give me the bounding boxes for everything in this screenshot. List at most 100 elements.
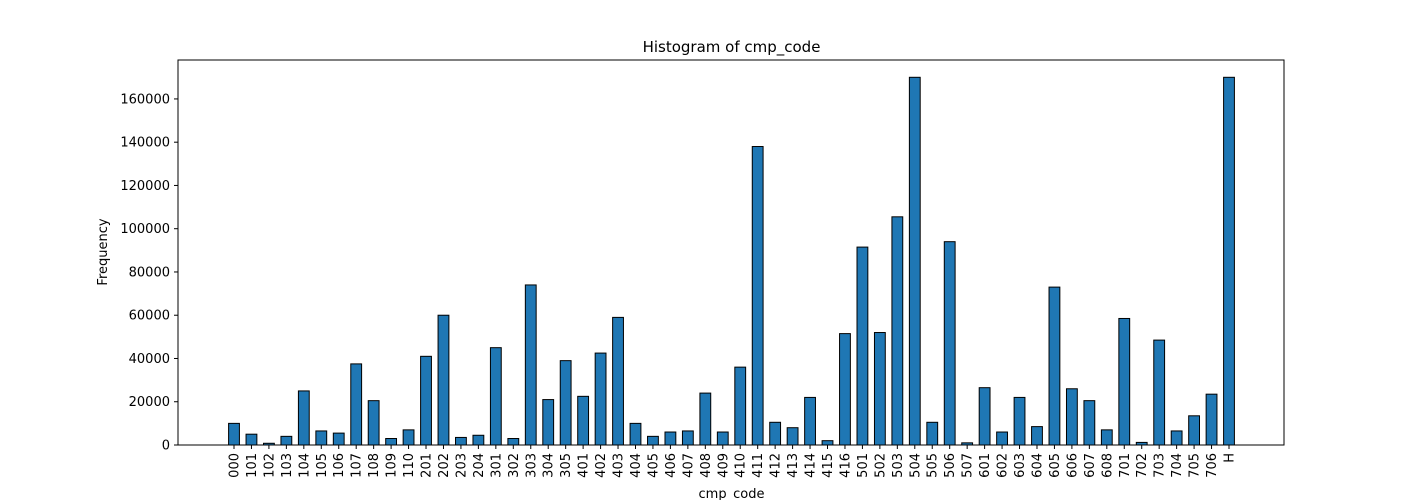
bar-106 [332,432,345,446]
bar-502 [873,332,886,446]
bar-408 [699,392,712,446]
bar-701 [1118,317,1131,446]
bar-109 [385,438,398,446]
x-tick-label: 103 [280,453,295,478]
x-tick-label: 202 [437,453,452,478]
bar-413 [786,427,799,446]
bar-304 [542,399,555,446]
bar-604 [1031,426,1043,446]
x-axis-label: cmp_code [699,487,765,500]
bar-107 [350,363,363,446]
x-tick-label: 410 [734,453,749,478]
bar-108 [367,400,380,446]
bar-412 [769,421,782,446]
x-tick-label: H [1223,453,1238,463]
x-tick-label: 401 [577,453,592,478]
x-tick-label: 414 [804,453,819,478]
x-tick-label: 104 [297,453,312,478]
bar-605 [1048,286,1061,446]
x-tick-label: 504 [908,453,923,478]
bar-305 [559,360,572,446]
x-tick-label: 703 [1153,453,1168,478]
bar-415 [821,440,834,446]
x-tick-label: 606 [1065,453,1080,478]
bar-203 [455,436,467,446]
x-tick-label: 608 [1100,453,1115,478]
y-tick-label: 20000 [129,395,170,410]
y-axis: 0 20000 40000 60000 80000 100000 120000 140000 1… [120,92,178,454]
x-tick-label: 601 [978,453,993,478]
y-tick-label: 80000 [129,265,170,280]
x-tick-label: 201 [420,453,435,478]
bar-601 [978,387,991,446]
x-tick-label: 507 [961,453,976,478]
plot-frame [177,59,1285,446]
x-tick-label: 304 [542,453,557,478]
bar-H [1223,76,1235,446]
x-tick-label: 503 [891,453,906,478]
x-tick-label: 101 [245,453,260,478]
bar-103 [280,435,293,446]
bar-414 [804,396,816,446]
bar-301 [489,347,502,446]
x-tick-label: 605 [1048,453,1063,478]
bar-000 [228,422,240,446]
bar-204 [472,434,485,446]
bar-407 [681,430,694,446]
x-tick-label: 106 [332,453,347,478]
x-tick-label: 505 [926,453,941,478]
bar-603 [1013,396,1026,446]
bar-416 [839,333,851,446]
x-tick-label: 107 [350,453,365,478]
x-tick-label: 416 [838,453,853,478]
bar-403 [612,316,624,446]
x-tick-label: 405 [646,453,661,478]
bar-202 [437,314,450,446]
x-tick-label: 412 [769,453,784,478]
x-tick-label: 706 [1205,453,1220,478]
bar-110 [402,429,415,446]
x-tick-label: 704 [1170,453,1185,478]
bar-602 [996,431,1008,446]
x-tick-label: 110 [402,453,417,478]
bar-104 [297,390,310,446]
x-tick-label: 701 [1118,453,1133,478]
x-tick-label: 413 [786,453,801,478]
y-tick-label: 120000 [120,179,170,194]
bar-101 [245,433,258,446]
bar-302 [507,438,520,446]
bar-105 [315,430,328,446]
x-tick-label: 415 [821,453,836,478]
x-tick-label: 501 [856,453,871,478]
x-tick-label: 409 [716,453,731,478]
x-tick-label: 102 [262,453,277,478]
x-axis: 000 101 102 103 104 105 106 107 108 109 110 201 202 2… [228,445,1238,478]
x-tick-label: 603 [1013,453,1028,478]
y-tick-label: 160000 [120,92,170,107]
x-tick-label: 407 [681,453,696,478]
y-tick-label: 60000 [129,309,170,324]
x-tick-label: 105 [315,453,330,478]
y-tick-label: 100000 [120,222,170,237]
x-tick-label: 702 [1135,453,1150,478]
x-tick-label: 705 [1188,453,1203,478]
x-tick-label: 302 [507,453,522,478]
y-tick-label: 0 [162,439,170,454]
bar-303 [524,284,537,446]
x-tick-label: 607 [1083,453,1098,478]
bar-201 [420,355,432,446]
bar-704 [1170,430,1183,446]
x-tick-label: 305 [559,453,574,478]
bar-606 [1065,388,1078,446]
x-tick-label: 403 [612,453,627,478]
bar-607 [1083,400,1096,446]
bar-401 [577,395,590,446]
x-tick-label: 604 [1030,453,1045,478]
x-tick-label: 404 [629,453,644,478]
y-axis-label: Frequency [96,218,111,285]
chart-title: Histogram of cmp_code [643,38,821,57]
x-tick-label: 203 [454,453,469,478]
x-tick-label: 303 [524,453,539,478]
x-tick-label: 108 [367,453,382,478]
